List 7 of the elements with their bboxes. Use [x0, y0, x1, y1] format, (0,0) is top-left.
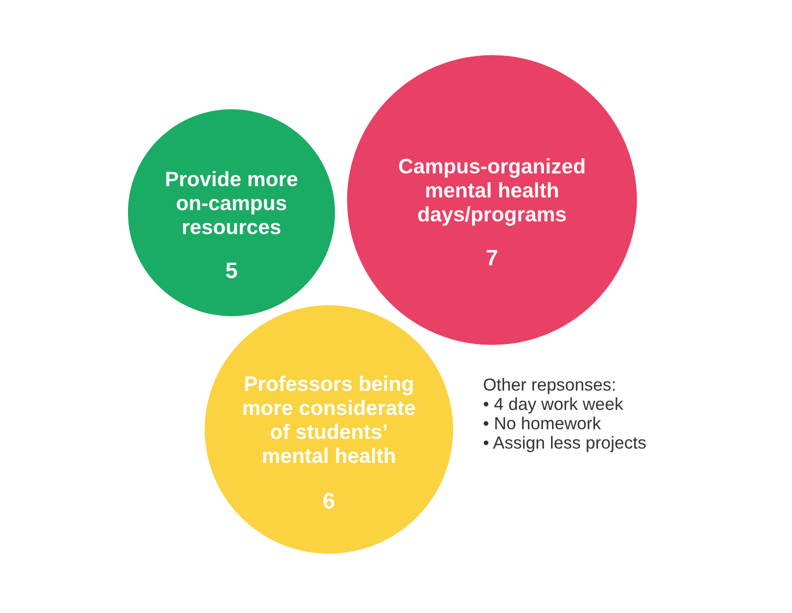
data-label: 7: [486, 250, 498, 266]
data-label: 6: [324, 492, 334, 509]
category-label: Provide more on-campus resources: [166, 171, 298, 234]
text: Other repsonses: • 4 day work week • No homework • Assign less projects: [484, 378, 646, 452]
category-label: Professors being more considerate of students’ mental health: [243, 376, 416, 464]
data-label: 5: [226, 262, 238, 278]
category-label: Campus-organized mental health days/programs: [399, 158, 584, 226]
